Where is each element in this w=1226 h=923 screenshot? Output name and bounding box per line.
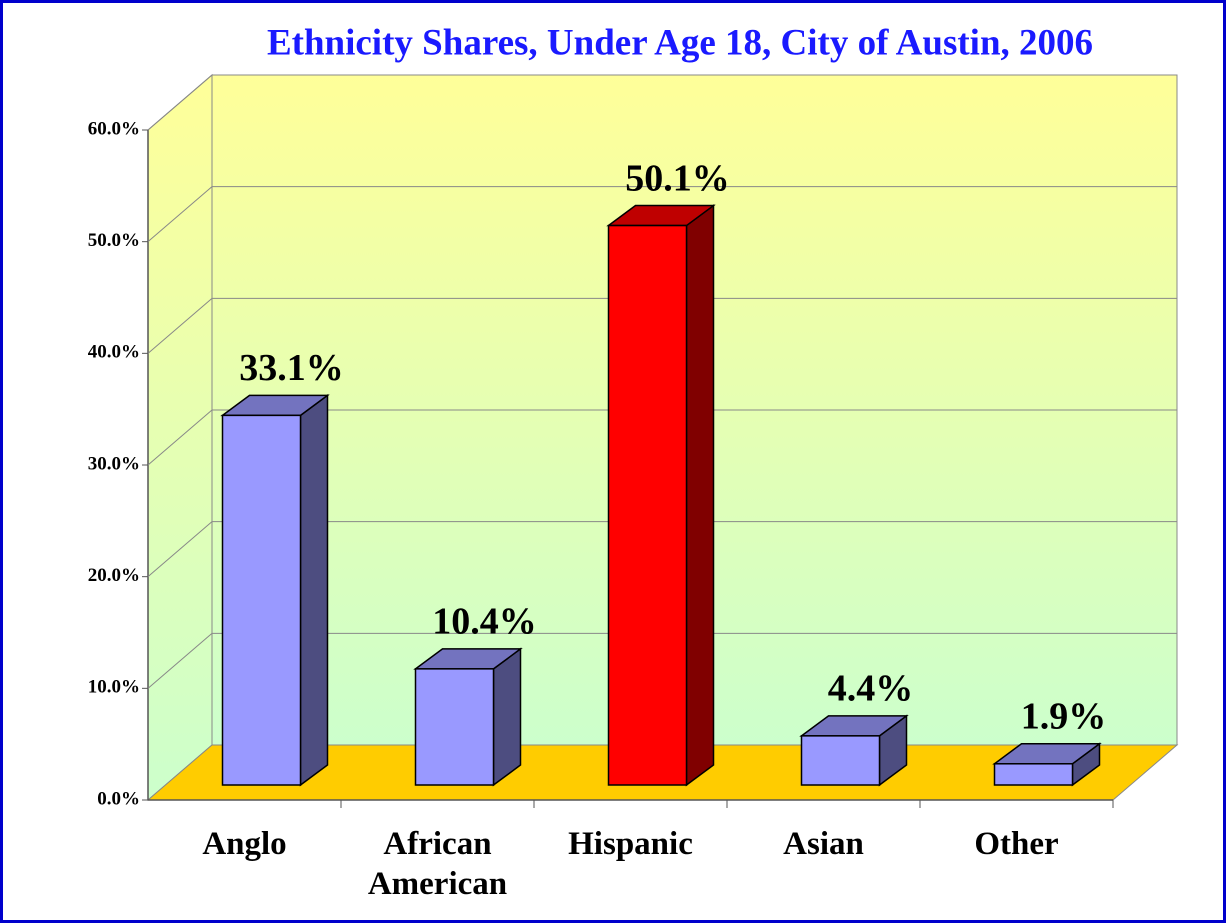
- data-label: 33.1%: [239, 347, 344, 389]
- bar-side: [299, 393, 329, 787]
- bar: [607, 224, 688, 786]
- grid-line: [147, 186, 213, 243]
- grid-line: [147, 74, 213, 131]
- grid-line: [147, 409, 213, 466]
- y-tick-label: 0.0%: [97, 788, 140, 809]
- data-label: 1.9%: [1021, 696, 1107, 738]
- grid-line: [147, 632, 213, 689]
- bar-side: [492, 647, 522, 787]
- bar: [993, 763, 1074, 786]
- y-tick-label: 40.0%: [88, 342, 140, 363]
- data-label: 10.4%: [432, 601, 537, 643]
- bar: [414, 668, 495, 786]
- chart-title: Ethnicity Shares, Under Age 18, City of …: [267, 22, 1093, 63]
- y-tick-label: 10.0%: [88, 677, 140, 698]
- grid-line: [147, 521, 213, 578]
- y-tick-label: 20.0%: [88, 565, 140, 586]
- x-tick-label: Anglo: [202, 826, 286, 862]
- bar: [800, 735, 881, 786]
- grid-line: [147, 297, 213, 354]
- y-tick-label: 60.0%: [88, 118, 140, 139]
- bar-side: [685, 204, 715, 787]
- y-tick-label: 50.0%: [88, 230, 140, 251]
- data-label: 50.1%: [625, 157, 730, 199]
- x-tick-label: Asian: [783, 826, 864, 862]
- data-label: 4.4%: [828, 668, 914, 710]
- y-tick-label: 30.0%: [88, 453, 140, 474]
- x-tick-label: African American: [368, 826, 507, 902]
- bar: [221, 414, 302, 786]
- x-tick-label: Other: [974, 826, 1058, 862]
- x-tick-label: Hispanic: [568, 826, 693, 862]
